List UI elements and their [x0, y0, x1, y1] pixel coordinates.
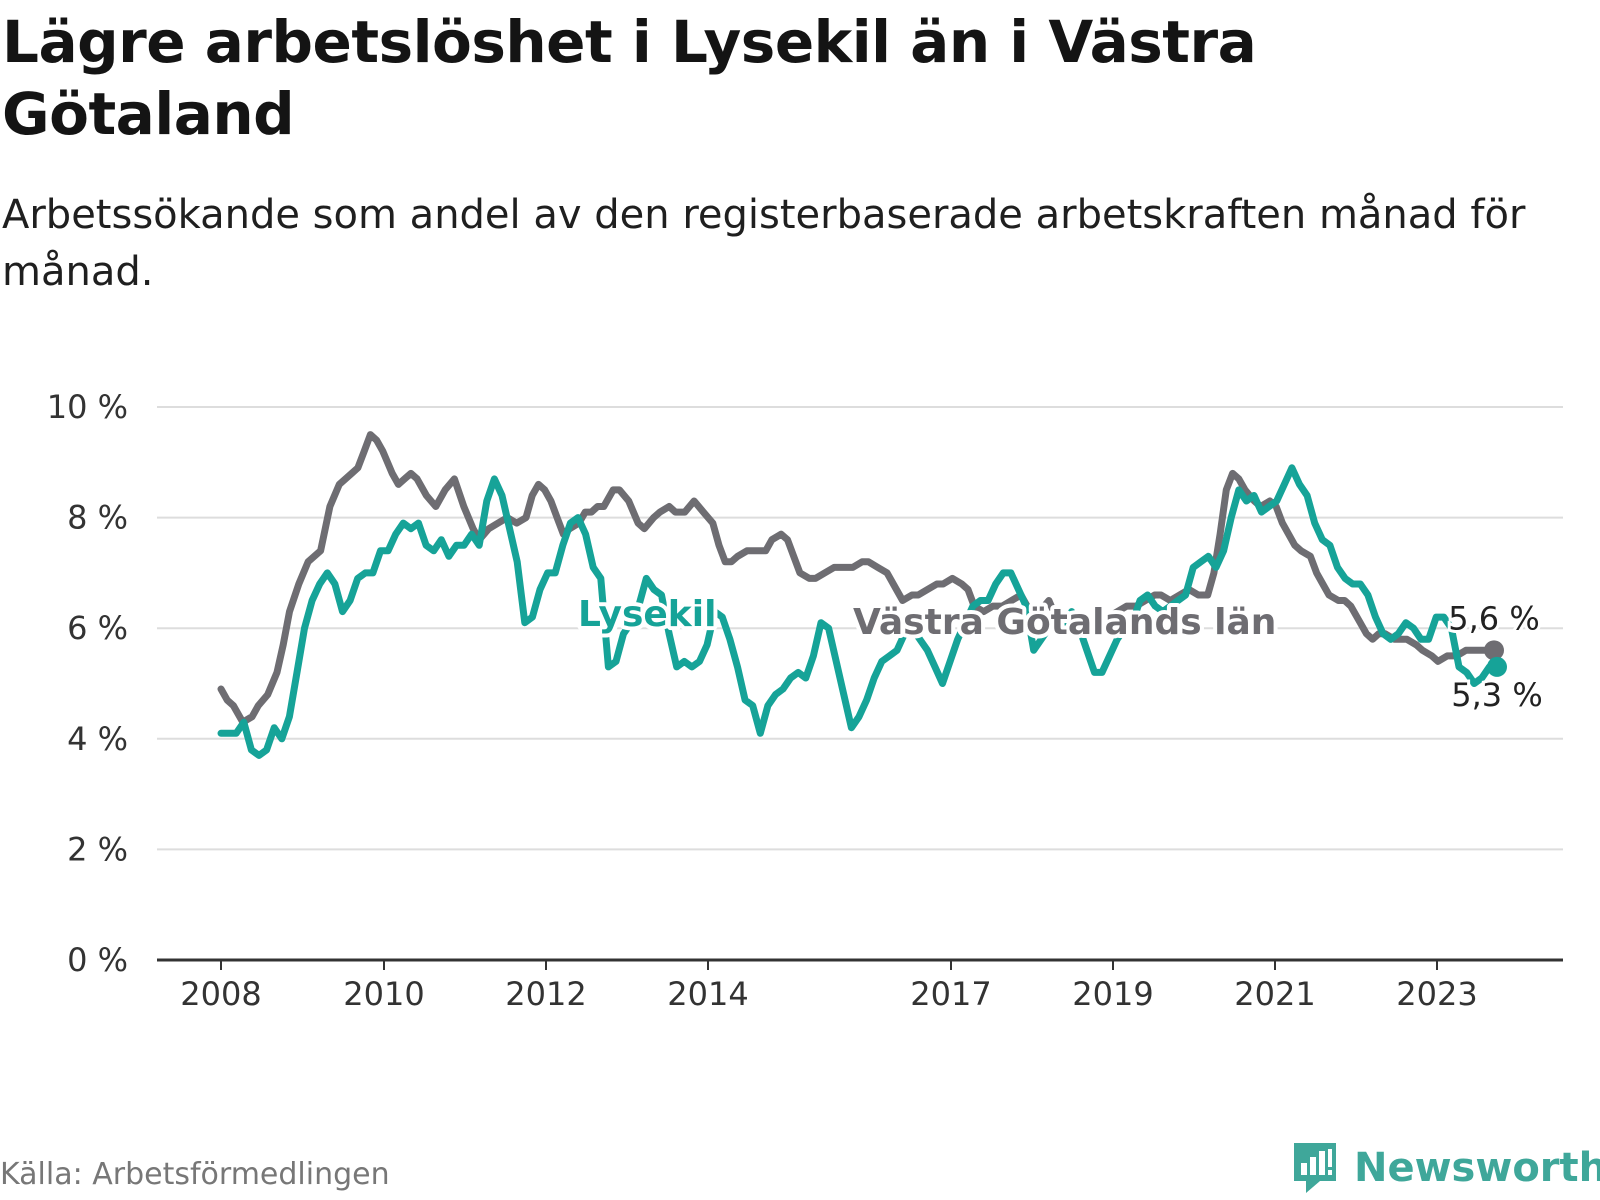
- y-tick-label: 6 %: [67, 609, 128, 647]
- annotation-lysekil: Lysekil: [578, 594, 716, 635]
- y-tick-label: 0 %: [67, 941, 128, 979]
- x-tick-label: 2019: [1072, 975, 1153, 1013]
- newsworthy-logo-icon: [1294, 1143, 1336, 1193]
- line-chart: 0 % 2 % 4 % 6 % 8 % 10 % 2008 2010 2012 2014 2017…: [47, 388, 1563, 1013]
- series-line-västra-götalands-län: [217, 431, 1498, 726]
- brand-name: Newsworthy: [1354, 1145, 1600, 1191]
- gridlines: [157, 406, 1563, 851]
- x-tick-label: 2021: [1234, 975, 1315, 1013]
- y-tick-label: 2 %: [67, 830, 128, 868]
- annotations: 5,6 % 5,3 % Lysekil Västra Götalands län: [574, 590, 1546, 717]
- x-tick-label: 2023: [1396, 975, 1477, 1013]
- x-tick-label: 2010: [343, 975, 424, 1013]
- chart-title: Lägre arbetslöshet i Lysekil än i Västra…: [2, 8, 1257, 148]
- annotation-vastra-gotalands-lan: Västra Götalands län: [853, 602, 1276, 643]
- y-tick-label: 4 %: [67, 720, 128, 758]
- x-tick-label: 2017: [910, 975, 991, 1013]
- y-axis-ticks: 0 % 2 % 4 % 6 % 8 % 10 %: [47, 388, 128, 979]
- end-label-vastra-gotaland: 5,6 %: [1448, 599, 1539, 637]
- x-axis-ticks: 2008 2010 2012 2014 2017 2019 2021 2023: [180, 960, 1478, 1013]
- x-tick-label: 2012: [505, 975, 586, 1013]
- series-end-marker: [1487, 656, 1507, 677]
- brand-logo: Newsworthy: [1290, 1140, 1600, 1196]
- series-line-lysekil: [217, 464, 1501, 759]
- series-lines: [217, 431, 1507, 759]
- y-tick-label: 10 %: [47, 388, 128, 426]
- end-label-lysekil: 5,3 %: [1451, 676, 1542, 714]
- series-end-marker: [1484, 640, 1504, 661]
- chart-subtitle: Arbetssökande som andel av den registerb…: [2, 192, 1526, 295]
- source-note: Källa: Arbetsförmedlingen: [0, 1157, 390, 1192]
- x-tick-label: 2014: [667, 975, 748, 1013]
- y-tick-label: 8 %: [67, 499, 128, 537]
- x-tick-label: 2008: [180, 975, 261, 1013]
